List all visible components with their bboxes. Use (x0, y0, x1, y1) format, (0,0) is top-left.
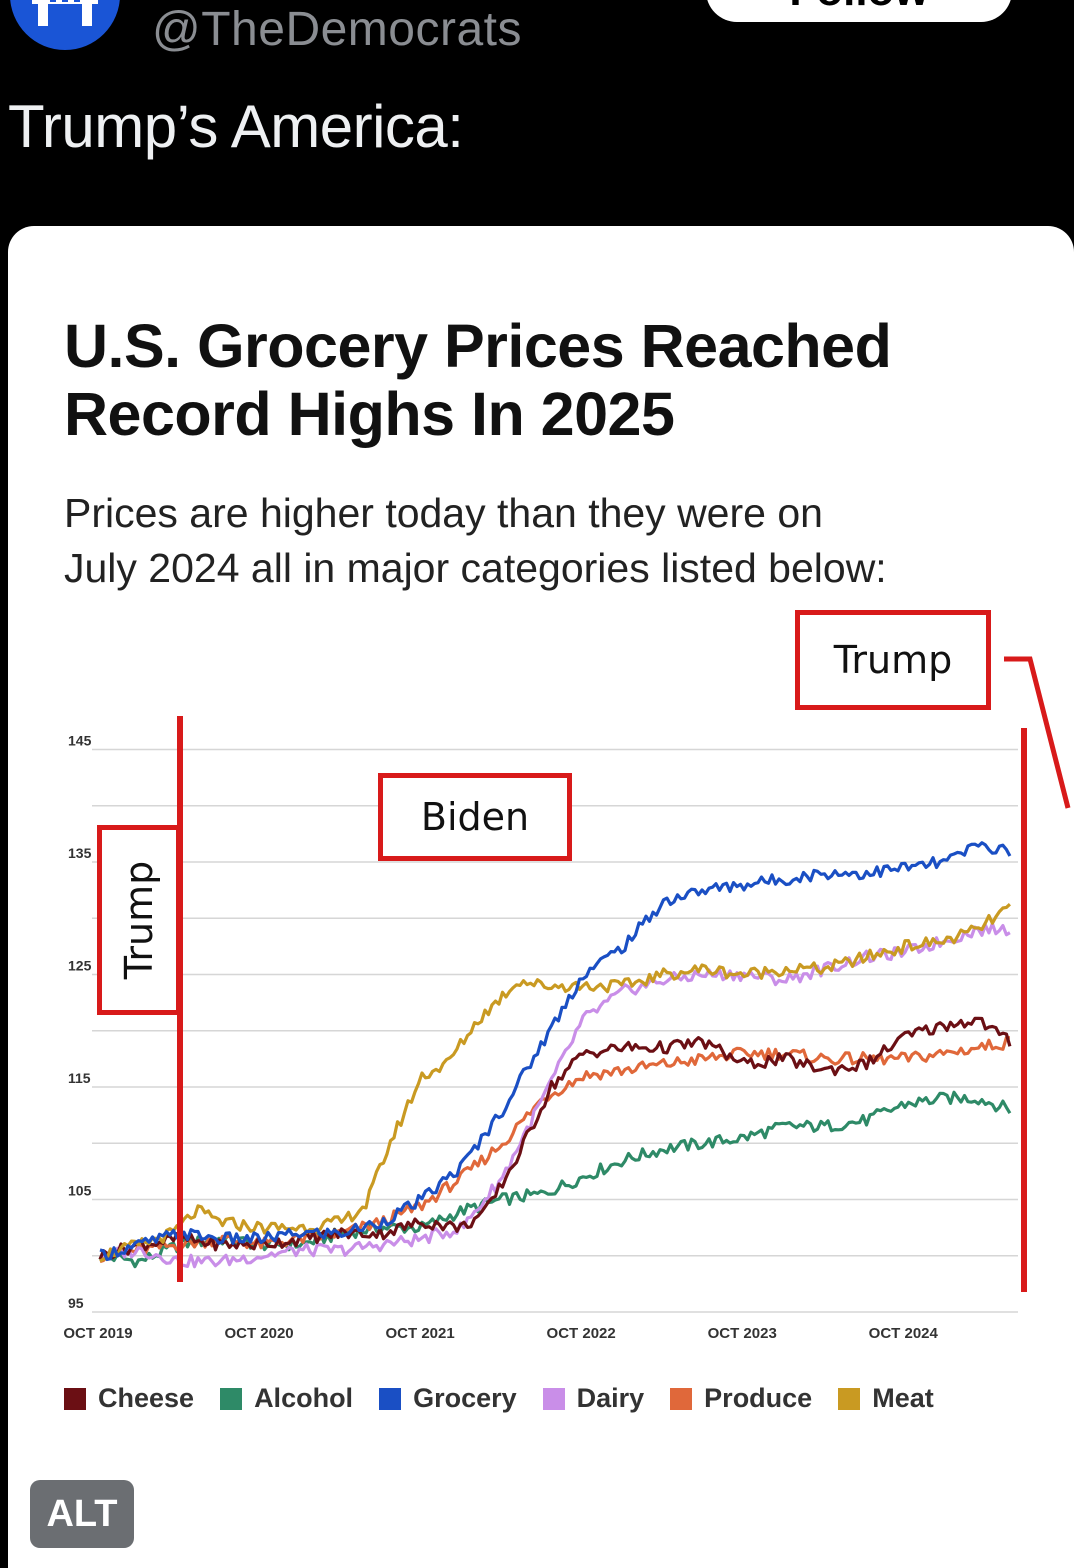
legend-label: Dairy (576, 1383, 645, 1413)
series-line-cheese (98, 1016, 1012, 1261)
post-image[interactable] (8, 226, 1074, 1568)
legend-label: Cheese (98, 1383, 195, 1413)
y-tick-label: 145 (68, 733, 92, 749)
legend-item: Produce (670, 1383, 812, 1414)
annotation-trump-right: Trump (795, 610, 991, 710)
legend-swatch (670, 1387, 693, 1410)
y-tick-label: 135 (68, 845, 92, 861)
chart-title-line-2: Record Highs In 2025 (64, 380, 675, 448)
series-line-grocery (99, 841, 1012, 1262)
chart-title-line-1: U.S. Grocery Prices Reached (64, 312, 892, 380)
legend-item: Grocery (379, 1383, 517, 1414)
post-text: Trump’s America: (8, 93, 464, 160)
legend-label: Grocery (413, 1383, 517, 1413)
legend-item: Alcohol (220, 1383, 353, 1414)
x-tick-label: OCT 2019 (63, 1325, 132, 1342)
y-tick-label: 125 (68, 958, 92, 974)
chart-subtitle-line-1: Prices are higher today than they were o… (64, 490, 823, 536)
legend-label: Alcohol (254, 1383, 354, 1413)
legend-item: Meat (838, 1383, 934, 1414)
chart-legend: Cheese Alcohol Grocery Dairy Produce Meat (64, 1383, 960, 1414)
legend-swatch (838, 1387, 861, 1410)
y-tick-label: 95 (68, 1295, 84, 1311)
donkey-logo-icon (32, 0, 98, 26)
annotation-trump-left-label: Trump (117, 860, 161, 980)
alt-text-button[interactable]: ALT (30, 1480, 134, 1548)
annotation-biden: Biden (378, 773, 572, 861)
y-tick-label: 115 (68, 1070, 91, 1086)
legend-label: Produce (704, 1383, 813, 1413)
legend-label: Meat (872, 1383, 934, 1413)
annotation-trump-left: Trump (97, 825, 181, 1015)
chart-subtitle: Prices are higher today than they were o… (64, 486, 1044, 596)
y-tick-label: 105 (68, 1183, 92, 1199)
x-tick-label: OCT 2021 (386, 1325, 455, 1342)
x-tick-label: OCT 2024 (869, 1325, 939, 1342)
legend-item: Dairy (542, 1383, 645, 1414)
annotation-connector (1004, 656, 1071, 809)
profile-avatar[interactable] (10, 0, 120, 50)
x-tick-label: OCT 2022 (547, 1325, 616, 1342)
x-tick-label: OCT 2020 (224, 1325, 293, 1342)
chart-subtitle-line-2: July 2024 all in major categories listed… (64, 545, 887, 591)
post-header: @TheDemocrats Follow Trump’s America: (0, 0, 1074, 230)
legend-swatch (379, 1387, 402, 1410)
chart-title: U.S. Grocery Prices Reached Record Highs… (64, 312, 1024, 448)
follow-button[interactable]: Follow (706, 0, 1012, 22)
x-tick-label: OCT 2023 (708, 1325, 777, 1342)
legend-swatch (542, 1387, 565, 1410)
legend-swatch (220, 1387, 243, 1410)
legend-item: Cheese (64, 1383, 194, 1414)
series-line-dairy (99, 922, 1011, 1269)
account-handle[interactable]: @TheDemocrats (152, 3, 522, 56)
series-line-meat (99, 903, 1011, 1263)
legend-swatch (64, 1387, 86, 1410)
